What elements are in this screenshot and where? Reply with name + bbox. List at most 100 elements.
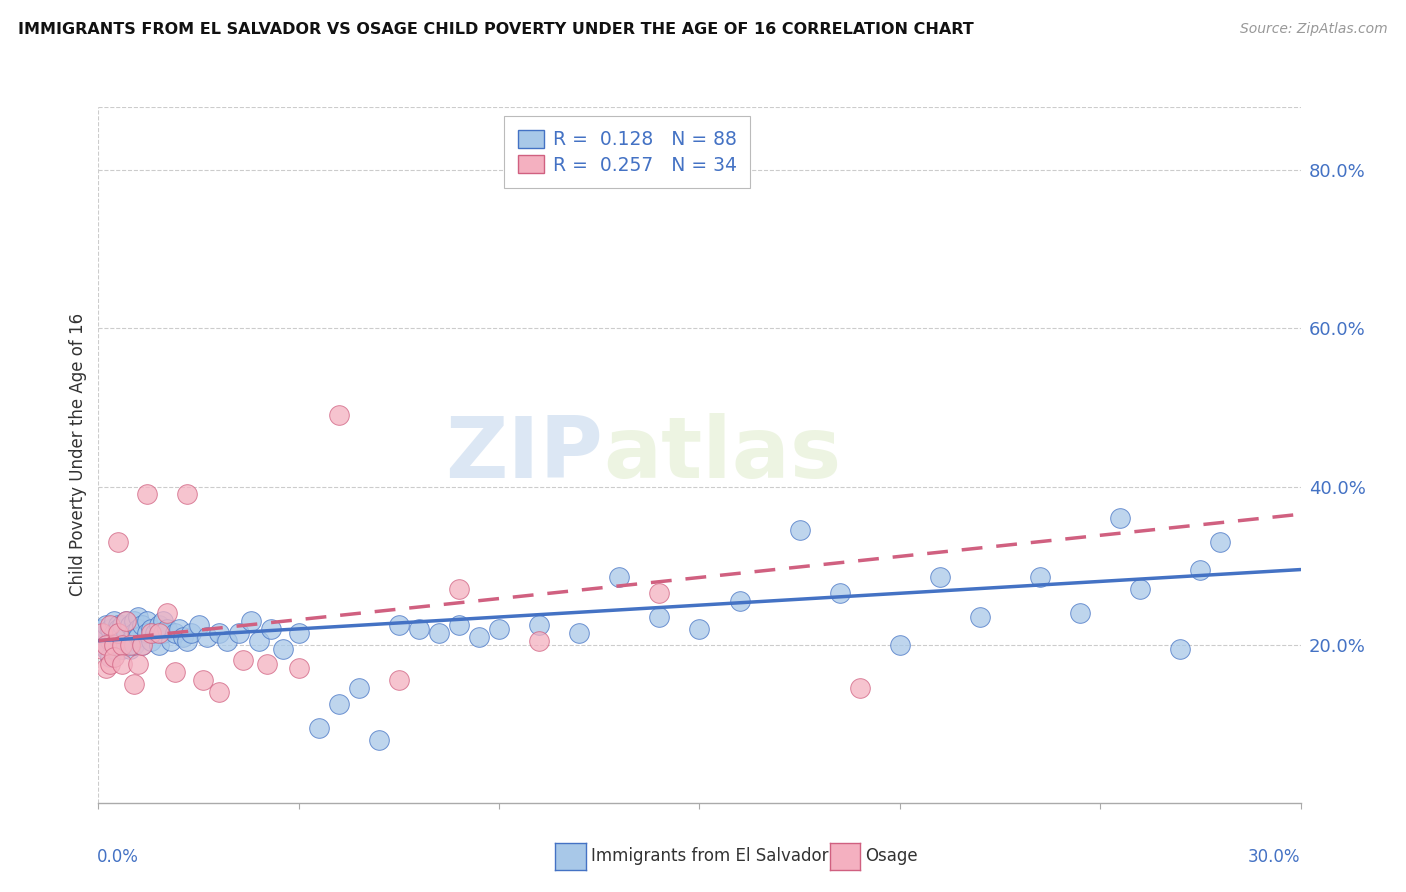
Point [107,622,129,636]
Point [103,625,125,640]
Text: IMMIGRANTS FROM EL SALVADOR VS OSAGE CHILD POVERTY UNDER THE AGE OF 16 CORRELATI: IMMIGRANTS FROM EL SALVADOR VS OSAGE CHI… [18,22,974,37]
Point [849,681,872,695]
Point [172,630,194,644]
Point [120,638,142,652]
Point [232,653,254,667]
Point [328,697,350,711]
Point [107,534,129,549]
Point [128,657,150,672]
Point [111,625,134,640]
Point [1189,563,1212,577]
Point [103,641,125,656]
Point [100,649,122,664]
Point [347,681,370,695]
Text: 0.0%: 0.0% [97,848,139,866]
Point [103,614,125,628]
Point [124,638,146,652]
Point [609,570,631,584]
Point [789,523,811,537]
Point [1129,582,1152,597]
Point [271,641,294,656]
Point [111,641,134,656]
Point [96,661,118,675]
Point [260,622,283,636]
Point [96,641,118,656]
Point [328,409,350,423]
Point [152,614,174,628]
Point [163,665,186,680]
Point [427,625,450,640]
Text: 30.0%: 30.0% [1249,848,1301,866]
Point [96,625,118,640]
Point [107,625,129,640]
Point [111,618,134,632]
Point [256,657,278,672]
Point [115,614,138,628]
Point [529,633,551,648]
Point [195,630,218,644]
Point [103,649,125,664]
Point [648,586,671,600]
Point [447,618,470,632]
Point [139,625,162,640]
Point [167,622,190,636]
Point [159,633,181,648]
Point [139,622,162,636]
Point [120,618,142,632]
Point [107,638,129,652]
Point [929,570,952,584]
Point [568,625,591,640]
Point [124,625,146,640]
Point [128,630,150,644]
Point [529,618,551,632]
Point [91,625,114,640]
Point [120,641,142,656]
Text: ZIP: ZIP [446,413,603,497]
Point [728,594,751,608]
Point [148,625,170,640]
Point [176,487,198,501]
Point [208,685,231,699]
Point [131,638,153,652]
Point [1069,606,1091,620]
Point [176,633,198,648]
Point [828,586,851,600]
Point [408,622,430,636]
Point [191,673,214,688]
Point [889,638,911,652]
Point [1209,534,1232,549]
Legend: R =  0.128   N = 88, R =  0.257   N = 34: R = 0.128 N = 88, R = 0.257 N = 34 [505,117,751,188]
Point [107,618,129,632]
Point [388,618,411,632]
Point [128,610,150,624]
Point [128,622,150,636]
Point [187,618,209,632]
Point [100,622,122,636]
Point [103,630,125,644]
Point [115,638,138,652]
Point [139,633,162,648]
Point [148,618,170,632]
Point [247,633,270,648]
Point [239,614,262,628]
Point [124,614,146,628]
Point [155,606,177,620]
Point [131,618,153,632]
Point [107,630,129,644]
Point [228,625,250,640]
Text: Osage: Osage [865,847,917,865]
Point [111,657,134,672]
Point [155,622,177,636]
Point [115,630,138,644]
Point [124,677,146,691]
Point [135,614,157,628]
Point [120,633,142,648]
Text: atlas: atlas [603,413,842,497]
Point [100,657,122,672]
Point [180,625,202,640]
Y-axis label: Child Poverty Under the Age of 16: Child Poverty Under the Age of 16 [69,313,87,597]
Point [488,622,510,636]
Point [468,630,491,644]
Text: Source: ZipAtlas.com: Source: ZipAtlas.com [1240,22,1388,37]
Point [100,618,122,632]
